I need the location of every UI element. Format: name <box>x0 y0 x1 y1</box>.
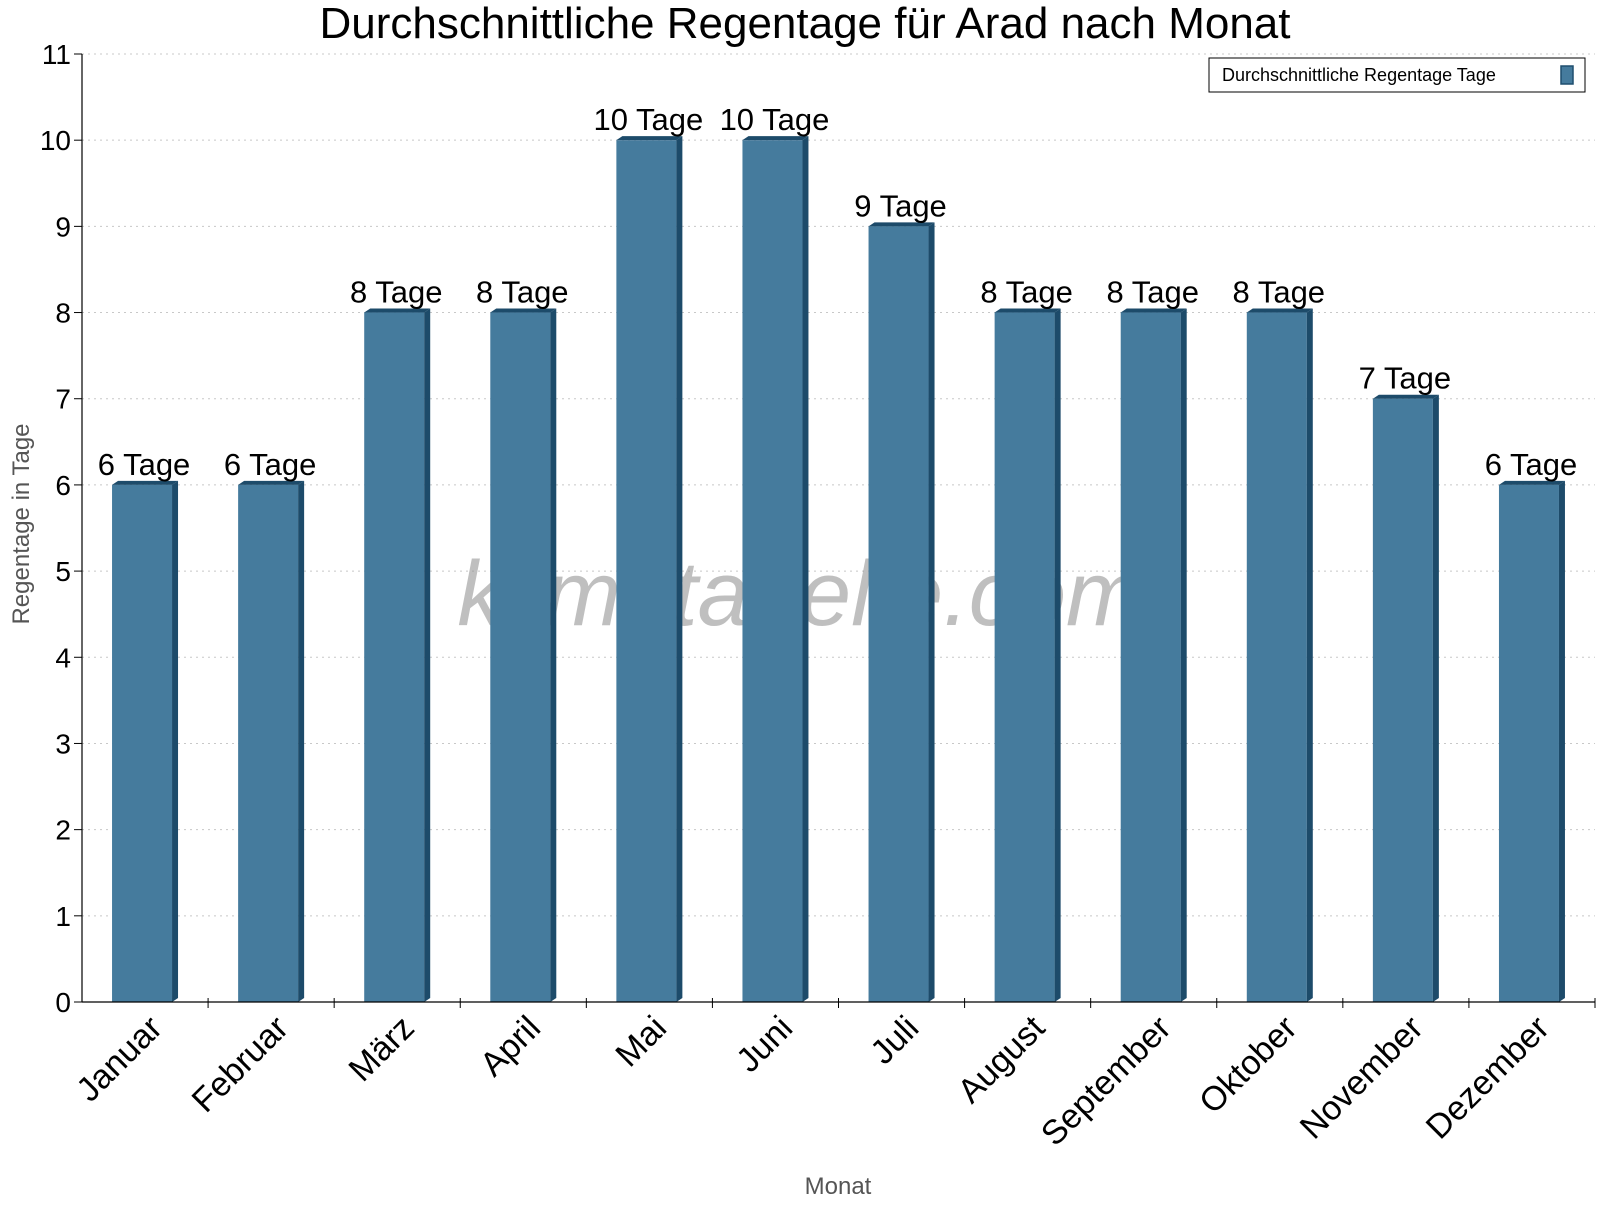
data-labels: 6 Tage 6 Tage 8 Tage 8 Tage 10 Tage 10 Tage 9 … <box>98 102 1577 482</box>
bar-side <box>1054 308 1061 1003</box>
bar-top <box>616 136 683 141</box>
bar-side <box>172 480 179 1003</box>
bar-top <box>1498 480 1565 485</box>
y-tick-label: 6 <box>55 470 71 501</box>
chart-title: Durchschnittliche Regentage für Arad nac… <box>319 0 1290 48</box>
bar-side <box>298 480 305 1003</box>
bar-top <box>238 480 305 485</box>
bar-side <box>1432 394 1439 1002</box>
y-tick-label: 4 <box>55 642 71 673</box>
bars <box>112 136 1565 1003</box>
x-tick-label: Januar <box>69 1009 169 1109</box>
y-tick-label: 8 <box>55 298 71 329</box>
bar-side <box>928 222 935 1002</box>
y-tick-label: 3 <box>55 728 71 759</box>
data-label: 6 Tage <box>224 447 317 482</box>
grid-lines <box>82 53 1595 917</box>
y-tick-label: 0 <box>55 987 71 1018</box>
bar-top <box>742 136 809 141</box>
x-tick-label: Dezember <box>1419 1009 1557 1147</box>
bar-top <box>364 308 431 313</box>
bar <box>112 480 179 1003</box>
bar-side <box>676 136 683 1002</box>
data-label: 8 Tage <box>980 275 1073 310</box>
data-label: 10 Tage <box>593 102 703 137</box>
y-tick-label: 2 <box>55 815 71 846</box>
y-tick-label: 9 <box>55 211 71 242</box>
bar-face <box>364 312 425 1003</box>
bar-face <box>742 140 803 1002</box>
x-tick-label: September <box>1034 1009 1178 1153</box>
x-tick-label: März <box>342 1009 422 1089</box>
bar-face <box>1120 312 1181 1003</box>
bar-top <box>1372 394 1439 399</box>
data-label: 8 Tage <box>350 275 443 310</box>
bar <box>1372 394 1439 1002</box>
bar <box>1246 308 1313 1003</box>
x-tick-label: Juni <box>729 1009 800 1080</box>
bar-side <box>1180 308 1187 1003</box>
bar-top <box>994 308 1061 313</box>
bar <box>1120 308 1187 1003</box>
bar <box>1498 480 1565 1003</box>
bar-top <box>868 222 935 227</box>
y-tick-label: 1 <box>55 901 71 932</box>
bar <box>742 136 809 1002</box>
bar-face <box>994 312 1055 1003</box>
bar-face <box>616 140 677 1002</box>
legend-swatch <box>1560 65 1574 85</box>
legend-box <box>1208 57 1586 93</box>
x-tick-label: August <box>951 1008 1053 1110</box>
data-label: 6 Tage <box>98 447 191 482</box>
data-label: 8 Tage <box>1106 275 1199 310</box>
bar-face <box>1498 484 1559 1003</box>
data-label: 8 Tage <box>1233 275 1326 310</box>
bar-face <box>1372 398 1433 1002</box>
bar-top <box>1120 308 1187 313</box>
bar-face <box>490 312 551 1003</box>
y-tick-label: 5 <box>55 556 71 587</box>
bar-face <box>238 484 299 1003</box>
bar <box>364 308 431 1003</box>
bar-side <box>802 136 809 1002</box>
y-tick-label: 10 <box>40 125 71 156</box>
legend: Durchschnittliche Regentage Tage <box>1208 57 1586 93</box>
bar-top <box>112 480 179 485</box>
bar-side <box>1558 480 1565 1003</box>
bar-side <box>424 308 431 1003</box>
bar <box>490 308 557 1003</box>
bar <box>238 480 305 1003</box>
y-tick-label: 11 <box>42 39 71 70</box>
bar-top <box>490 308 557 313</box>
bar <box>868 222 935 1002</box>
bar <box>994 308 1061 1003</box>
data-label: 10 Tage <box>720 102 830 137</box>
x-tick-label: Februar <box>185 1009 296 1120</box>
x-tick-label: November <box>1293 1009 1431 1147</box>
bar-top <box>1246 308 1313 313</box>
data-label: 6 Tage <box>1485 447 1578 482</box>
bar-side <box>550 308 557 1003</box>
bar-face <box>1246 312 1307 1003</box>
y-axis-title: Regentage in Tage <box>8 423 35 624</box>
bar <box>616 136 683 1002</box>
x-tick-label: Oktober <box>1192 1009 1304 1121</box>
data-label: 9 Tage <box>854 188 947 223</box>
data-label: 8 Tage <box>476 275 569 310</box>
data-label: 7 Tage <box>1359 361 1452 396</box>
legend-label: Durchschnittliche Regentage Tage <box>1222 65 1496 85</box>
bar-face <box>868 226 929 1002</box>
x-axis-title: Monat <box>805 1173 872 1200</box>
x-tick-label: Mai <box>608 1009 674 1075</box>
x-tick-label: April <box>473 1009 548 1084</box>
x-tick-label: Juli <box>863 1009 926 1072</box>
bar-face <box>112 484 173 1003</box>
bar-side <box>1306 308 1313 1003</box>
y-tick-label: 7 <box>55 384 71 415</box>
